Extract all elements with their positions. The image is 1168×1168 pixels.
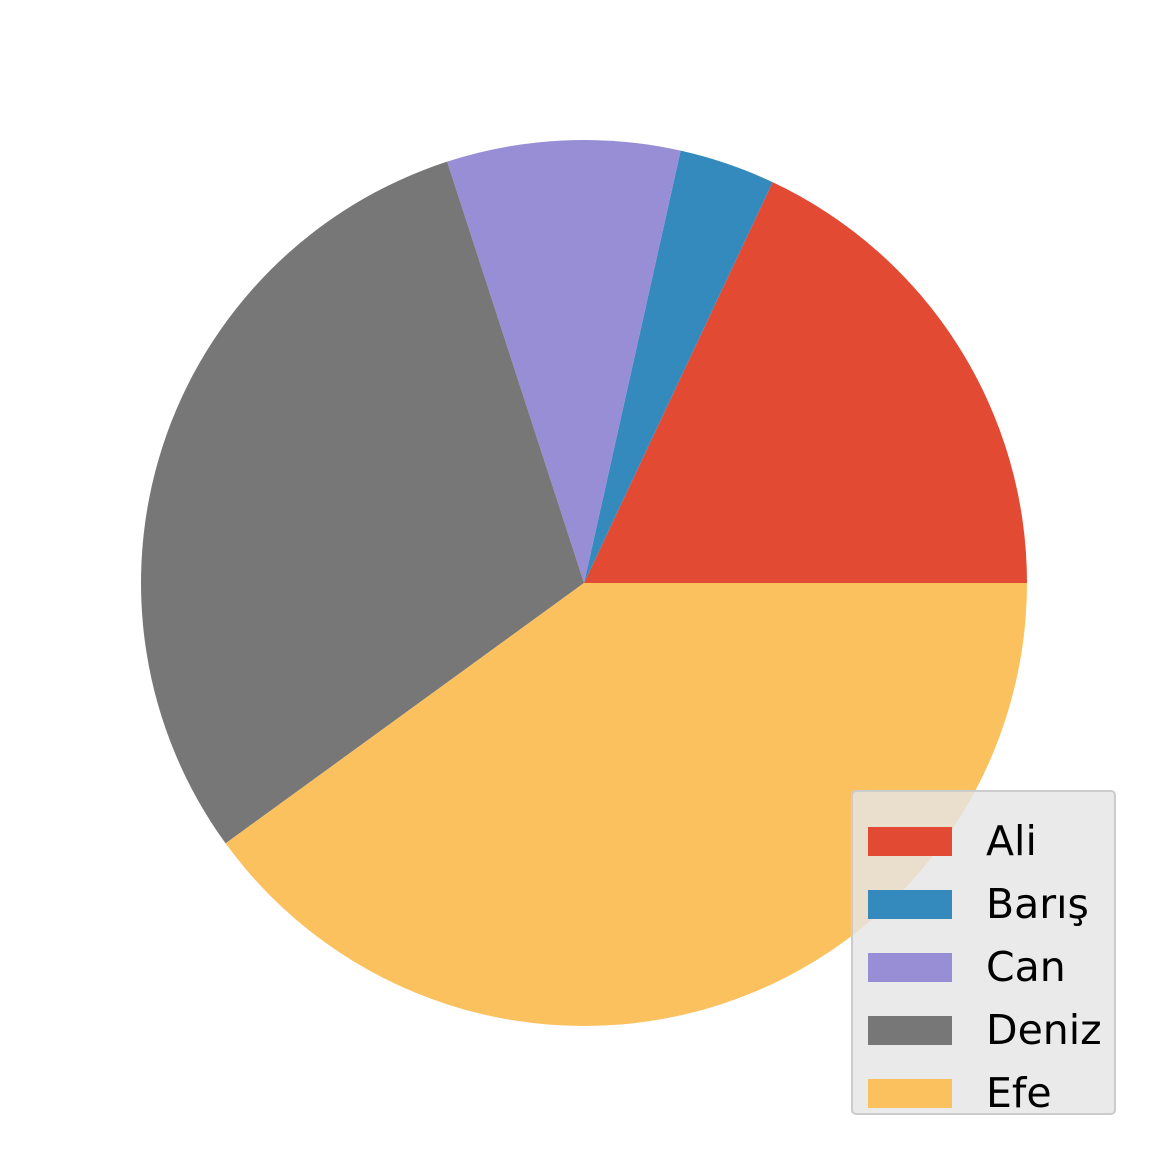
legend-item: Can (868, 936, 1114, 999)
legend-label: Efe (986, 1069, 1052, 1117)
legend-label: Barış (986, 880, 1089, 928)
pie-slice-ali (584, 182, 1027, 583)
pie-slice-deniz (140, 161, 584, 844)
legend-swatch (868, 1079, 952, 1108)
legend-label: Ali (986, 817, 1037, 865)
legend-item: Deniz (868, 999, 1114, 1062)
legend-label: Can (986, 943, 1066, 991)
legend-swatch (868, 827, 952, 856)
pie-slice-barış (584, 150, 773, 583)
legend-label: Deniz (986, 1006, 1102, 1054)
legend-item: Ali (868, 810, 1114, 873)
legend-swatch (868, 1016, 952, 1045)
pie-slice-can (447, 140, 681, 583)
legend-swatch (868, 890, 952, 919)
legend-swatch (868, 953, 952, 982)
legend-item: Efe (868, 1062, 1114, 1125)
legend-item: Barış (868, 873, 1114, 936)
legend: Ali Barış Can Deniz Efe (851, 790, 1116, 1115)
pie-slice-efe (225, 583, 1027, 1026)
